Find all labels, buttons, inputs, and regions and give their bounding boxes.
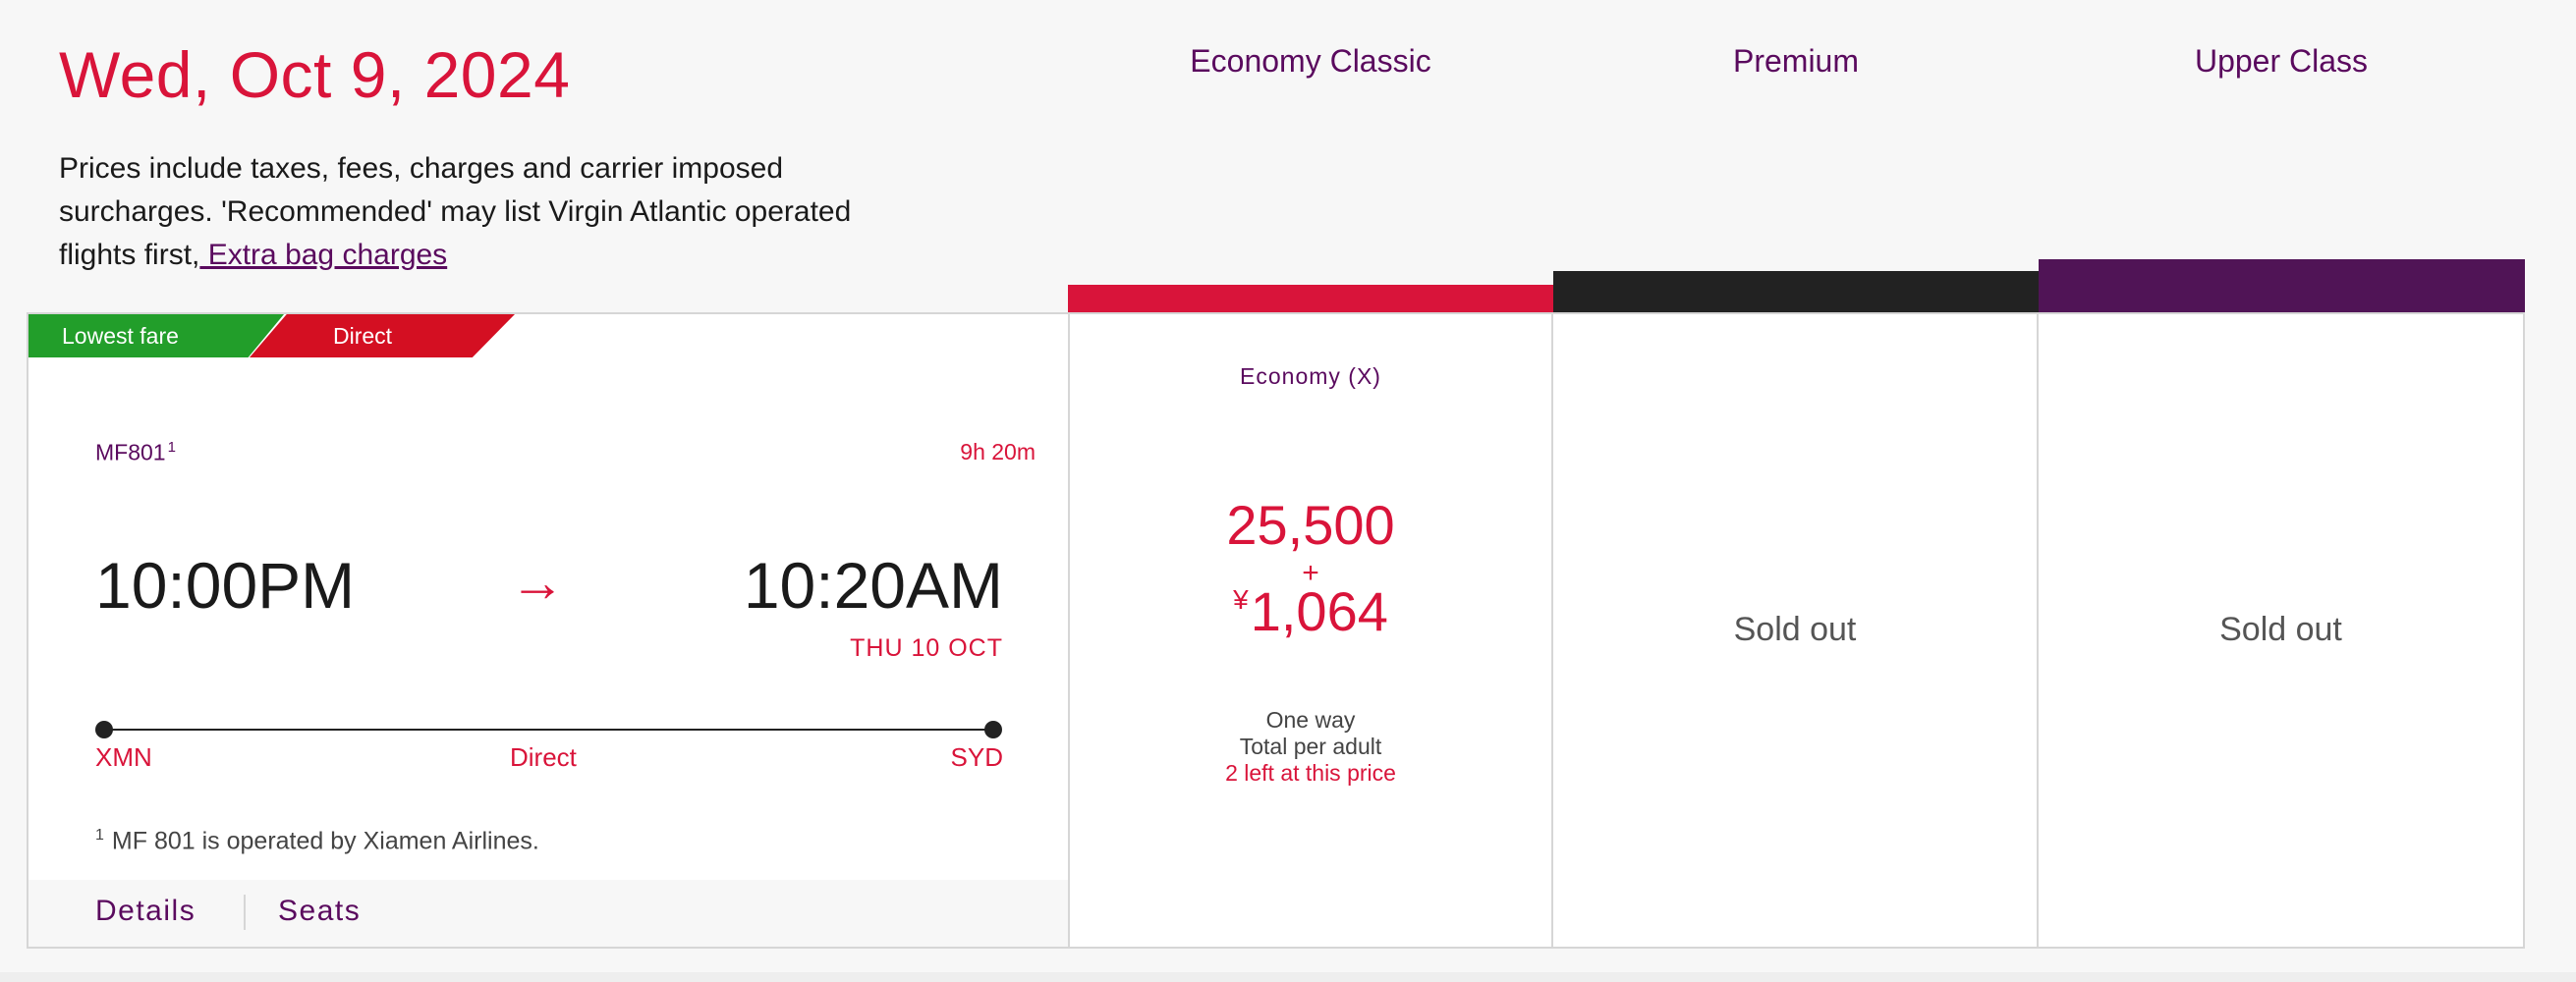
destination-airport: SYD xyxy=(950,742,1003,772)
route-stops: Direct xyxy=(510,742,577,772)
flight-card-footer: Details Seats xyxy=(28,880,1068,947)
details-link[interactable]: Details xyxy=(95,895,196,927)
currency-symbol: ¥ xyxy=(1233,584,1249,615)
flight-footnote-marker: 1 xyxy=(167,439,176,456)
operated-note-marker: 1 xyxy=(95,827,104,844)
extra-bag-charges-link[interactable]: Extra bag charges xyxy=(199,239,448,271)
fare-points: 25,500 xyxy=(1226,494,1395,556)
lowest-fare-tag: Lowest fare xyxy=(28,314,284,357)
upper-class-color-bar xyxy=(2039,259,2525,312)
fare-price-basis: Total per adult xyxy=(1239,734,1382,759)
fare-class-label: Economy (X) xyxy=(1240,363,1381,389)
premium-color-bar xyxy=(1553,271,2039,312)
flight-number: MF801 1 xyxy=(95,439,176,466)
disclaimer-line-1: Prices include taxes, fees, charges and … xyxy=(59,152,784,185)
cabin-header-premium: Premium xyxy=(1732,43,1859,79)
premium-sold-out: Sold out xyxy=(1733,611,1857,648)
seats-link[interactable]: Seats xyxy=(278,895,362,927)
disclaimer-line-2: surcharges. 'Recommended' may list Virgi… xyxy=(59,195,852,228)
departure-time: 10:00PM xyxy=(95,549,356,622)
fare-availability: 2 left at this price xyxy=(1225,760,1396,786)
economy-classic-color-bar xyxy=(1068,285,1553,312)
flight-card[interactable]: Lowest fare Direct MF801 1 9h 20m 10:00PM… xyxy=(27,312,1068,949)
operated-note-text: MF 801 is operated by Xiamen Airlines. xyxy=(111,827,539,855)
footer-divider xyxy=(244,895,246,930)
arrival-date: THU 10 OCT xyxy=(850,634,1003,662)
flight-number-text: MF801 xyxy=(95,439,166,465)
origin-airport: XMN xyxy=(95,742,152,772)
premium-fare-option: Sold out xyxy=(1553,312,2039,949)
upper-class-sold-out: Sold out xyxy=(2219,611,2342,648)
upper-class-fare-option: Sold out xyxy=(2039,312,2525,949)
fare-cash-amount: 1,064 xyxy=(1250,580,1388,642)
flight-duration: 9h 20m xyxy=(960,439,1036,464)
fare-trip-type: One way xyxy=(1265,707,1356,733)
origin-dot-icon xyxy=(95,721,113,738)
destination-dot-icon xyxy=(984,721,1002,738)
direct-tag: Direct xyxy=(250,314,515,357)
operated-by-note: 1 MF 801 is operated by Xiamen Airlines. xyxy=(95,827,539,855)
page-bottom-divider xyxy=(0,972,2576,982)
arrival-time: 10:20AM xyxy=(743,549,1003,622)
cabin-header-upper-class: Upper Class xyxy=(2194,43,2369,79)
economy-classic-fare-option[interactable]: Economy (X) 25,500 + ¥1,064 One way Tota… xyxy=(1068,312,1553,949)
cabin-header-economy-classic: Economy Classic xyxy=(1190,43,1431,79)
flight-date-title: Wed, Oct 9, 2024 xyxy=(59,38,571,111)
fare-plus-sign: + xyxy=(1302,557,1319,589)
flight-tags: Lowest fare Direct xyxy=(28,314,515,357)
arrow-right-icon: → xyxy=(510,551,565,613)
fare-info: One way Total per adult 2 left at this p… xyxy=(1070,707,1551,787)
disclaimer-line-3: flights first, xyxy=(59,239,200,271)
route-line xyxy=(104,729,992,731)
price-disclaimer: Prices include taxes, fees, charges and … xyxy=(59,147,1041,277)
fare-cash: ¥1,064 xyxy=(1070,579,1551,643)
